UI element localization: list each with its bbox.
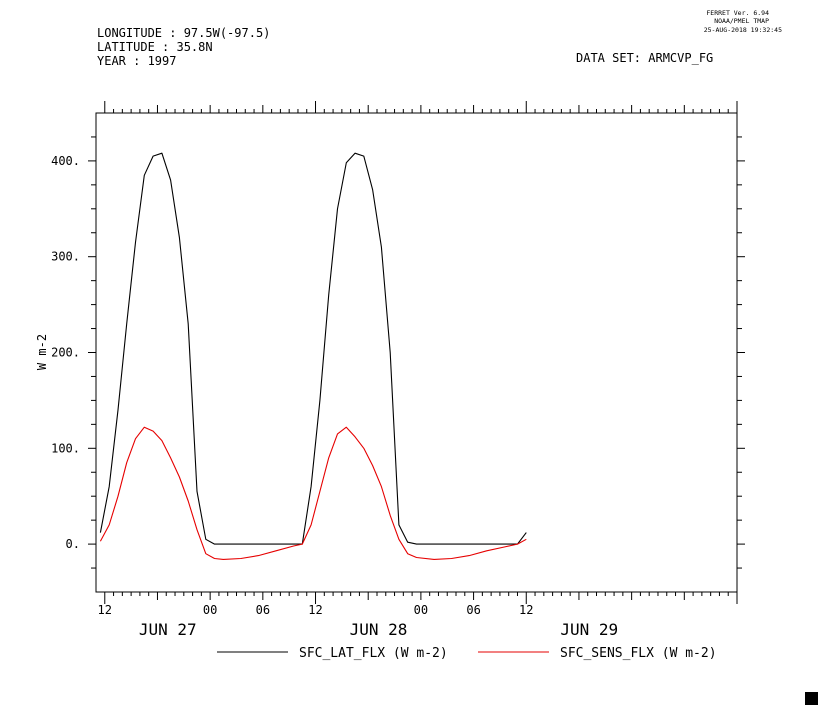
dataset-label: DATA SET: ARMCVP_FG [576,51,713,65]
legend-label-sens: SFC_SENS_FLX (W m-2) [560,646,717,661]
y-tick-label: 300. [51,250,80,264]
y-tick-label: 400. [51,154,80,168]
x-tick-label: 06 [466,603,480,617]
y-tick-label: 0. [66,537,80,551]
day-label: JUN 28 [350,620,408,639]
day-label: JUN 29 [560,620,618,639]
series-lines [99,152,527,560]
y-tick-labels: 0. 100. 200. 300. 400. [51,154,80,551]
series-line-sens-flx [99,426,527,560]
y-tick-label: 200. [51,346,80,360]
legend: SFC_LAT_FLX (W m-2) SFC_SENS_FLX (W m-2) [217,646,717,661]
x-tick-label: 06 [256,603,270,617]
year-label: YEAR : 1997 [97,54,176,68]
x-tick-labels: 12 00 06 12 00 06 12 [98,603,534,617]
y-axis-label: W m-2 [35,334,49,370]
latitude-label: LATITUDE : 35.8N [97,40,213,54]
ferret-version: FERRET Ver. 6.94 [706,9,769,17]
plot-timestamp: 25-AUG-2018 19:32:45 [704,26,782,34]
corner-marker [805,692,818,705]
y-tick-label: 100. [51,441,80,455]
x-tick-label: 00 [203,603,217,617]
legend-label-lat: SFC_LAT_FLX (W m-2) [299,646,448,661]
x-tick-label: 00 [414,603,428,617]
axis-ticks [88,101,745,604]
x-tick-label: 12 [519,603,533,617]
plot-frame [95,112,738,593]
longitude-label: LONGITUDE : 97.5W(-97.5) [97,26,270,40]
ferret-org: NOAA/PMEL TMAP [714,17,769,25]
x-tick-label: 12 [308,603,322,617]
day-labels: JUN 27 JUN 28 JUN 29 [139,620,618,639]
series-line-lat-flx [99,152,527,545]
x-tick-label: 12 [98,603,112,617]
day-label: JUN 27 [139,620,197,639]
